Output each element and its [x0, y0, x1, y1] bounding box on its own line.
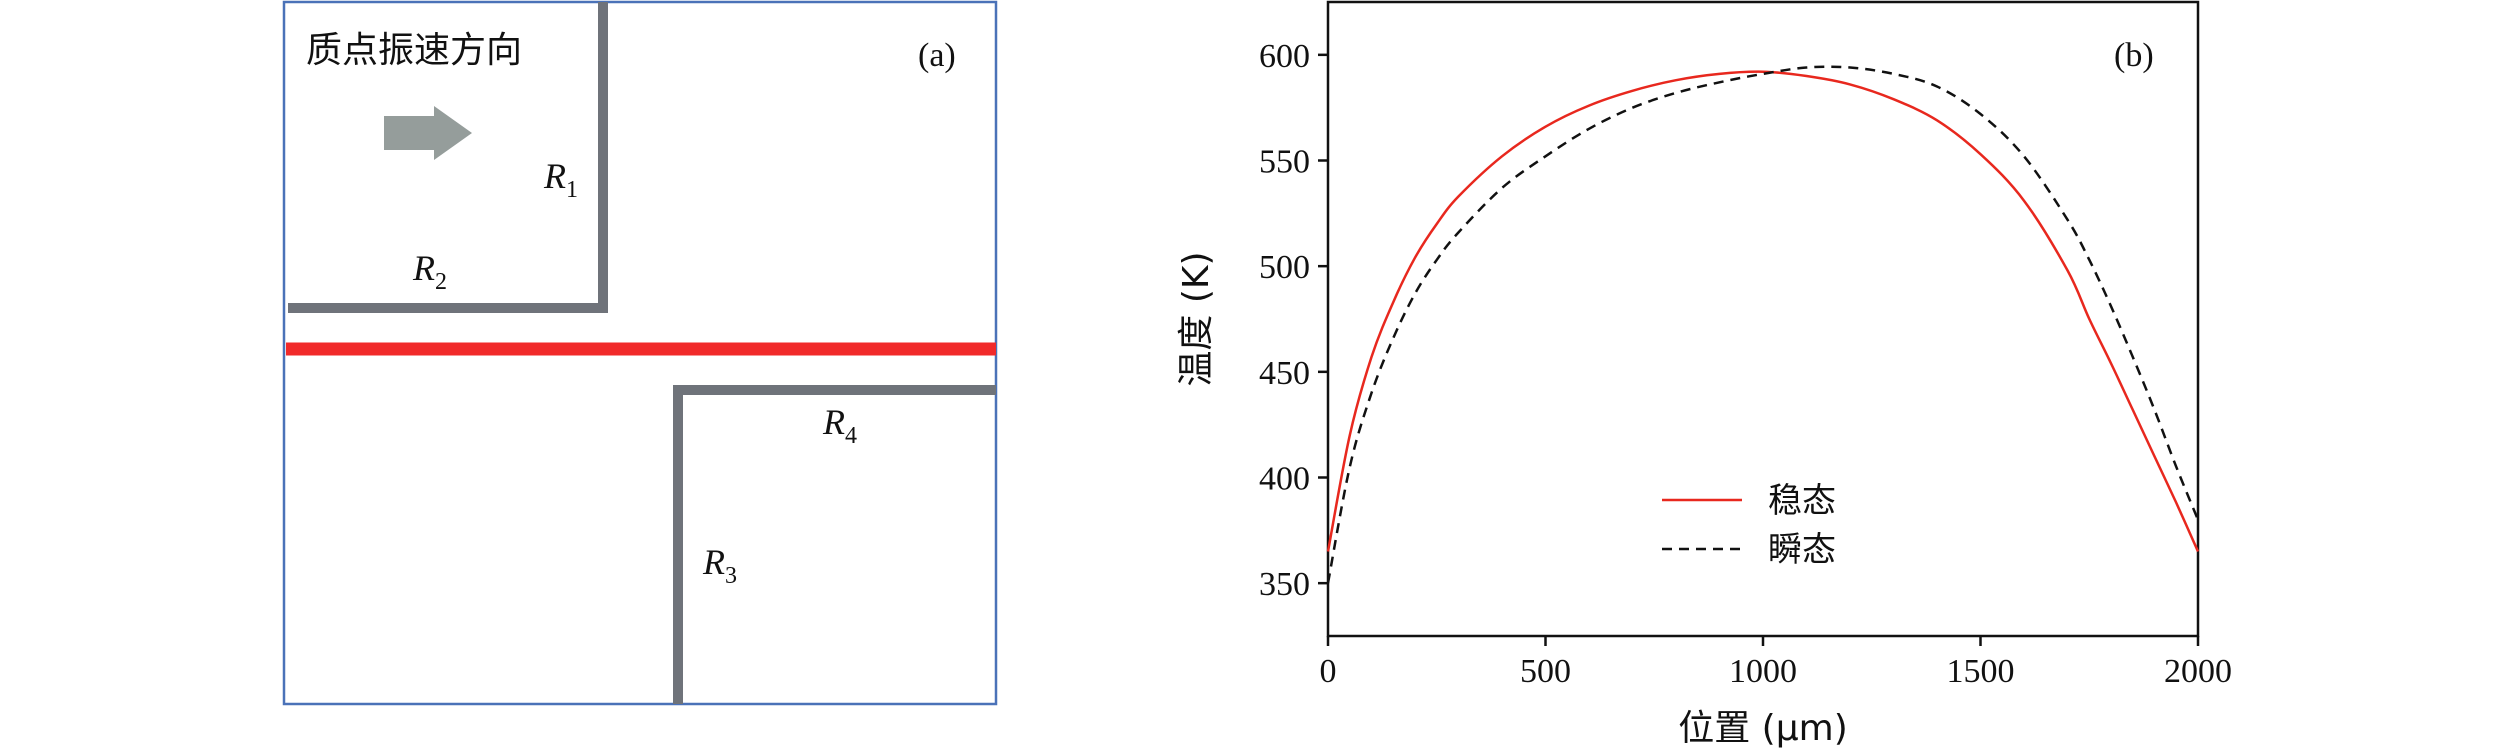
y-tick-label: 550	[1259, 144, 1310, 181]
right-arrow-icon	[384, 106, 472, 160]
series-layer	[1326, 65, 2200, 584]
direction-label: 质点振速方向	[306, 30, 522, 71]
label-r4: R4	[822, 402, 857, 449]
panel-a-tag: (a)	[918, 37, 956, 74]
y-tick-label: 450	[1259, 355, 1310, 392]
y-tick-label: 350	[1259, 566, 1310, 603]
y-tick-label: 400	[1259, 461, 1310, 498]
series-line-transient	[1326, 65, 2200, 584]
legend-label-steady: 稳态	[1768, 481, 1836, 521]
label-r2: R2	[412, 248, 447, 295]
label-r3: R3	[702, 542, 737, 589]
legend: 稳态 瞬态	[1662, 481, 1836, 570]
x-tick-label: 1500	[1947, 653, 2015, 690]
panel-b-tag: (b)	[2114, 37, 2154, 74]
y-axis-label: 温度 (K)	[1176, 251, 1217, 386]
channel-wall-lower	[673, 385, 996, 704]
y-axis-ticks: 350 400 450 500 550 600	[1259, 38, 1328, 603]
plot-area-frame	[1326, 0, 2200, 638]
legend-label-transient: 瞬态	[1768, 530, 1836, 570]
y-tick-label: 500	[1259, 249, 1310, 286]
x-axis-label: 位置 (μm)	[1678, 708, 1848, 749]
x-tick-label: 2000	[2164, 653, 2232, 690]
x-tick-label: 500	[1520, 653, 1571, 690]
series-line-steady	[1326, 70, 2200, 553]
x-tick-label: 1000	[1729, 653, 1797, 690]
panel-a: 质点振速方向 (a) R1 R2 R3 R4	[282, 0, 998, 706]
channel-wall-upper	[288, 2, 608, 313]
y-tick-label: 600	[1259, 38, 1310, 75]
x-axis-ticks: 0 500 1000 1500 2000	[1320, 636, 2232, 690]
label-r1: R1	[543, 156, 578, 203]
x-tick-label: 0	[1320, 653, 1337, 690]
